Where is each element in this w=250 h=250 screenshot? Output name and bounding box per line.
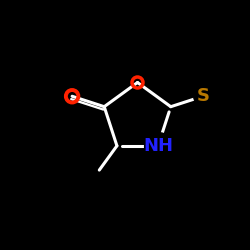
Text: NH: NH [143,137,173,155]
Text: S: S [196,87,209,105]
